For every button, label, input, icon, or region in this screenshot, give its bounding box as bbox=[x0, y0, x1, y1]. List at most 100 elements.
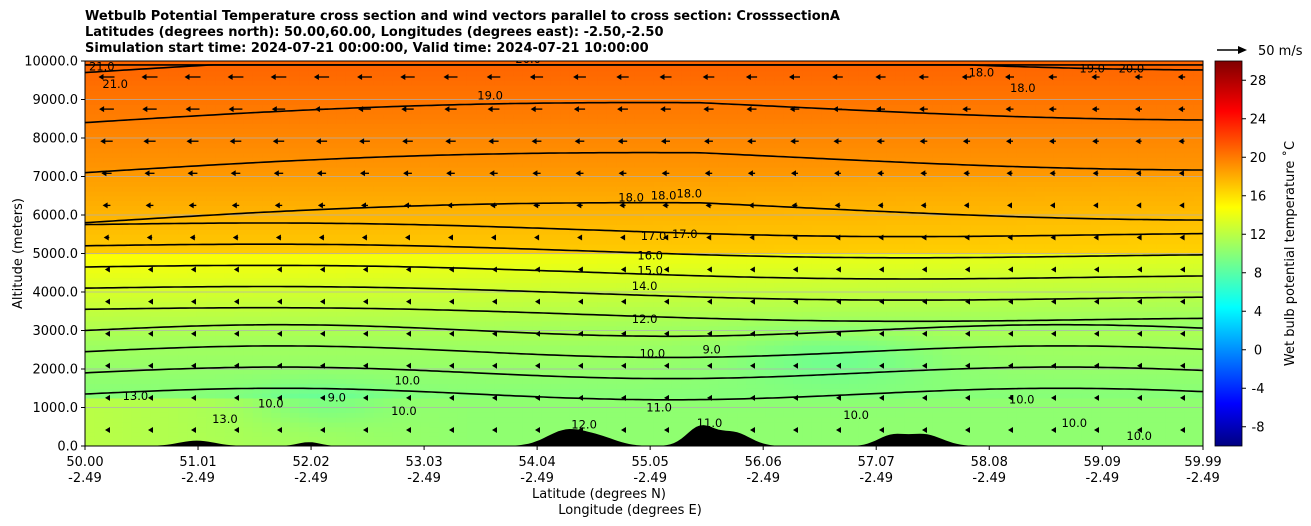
field-cell bbox=[466, 369, 477, 375]
field-cell bbox=[112, 441, 123, 446]
field-cell bbox=[234, 89, 244, 96]
field-cell bbox=[317, 147, 328, 154]
field-cell bbox=[644, 123, 654, 129]
field-cell bbox=[420, 61, 431, 67]
field-cell bbox=[476, 378, 487, 385]
field-cell bbox=[494, 417, 505, 423]
field-cell bbox=[336, 253, 347, 259]
field-cell bbox=[196, 267, 207, 274]
field-cell bbox=[168, 75, 179, 81]
field-cell bbox=[429, 258, 440, 264]
field-cell bbox=[532, 369, 543, 375]
field-cell bbox=[103, 335, 114, 341]
field-cell bbox=[215, 407, 226, 413]
field-cell bbox=[504, 325, 515, 332]
field-cell bbox=[662, 311, 673, 317]
field-cell bbox=[122, 292, 133, 298]
field-cell bbox=[420, 258, 431, 264]
field-cell bbox=[234, 171, 244, 178]
field-cell bbox=[122, 215, 133, 221]
field-cell bbox=[560, 85, 571, 91]
field-cell bbox=[364, 181, 375, 187]
field-cell bbox=[215, 378, 226, 385]
field-cell bbox=[355, 378, 366, 385]
field-cell bbox=[364, 219, 375, 226]
field-cell bbox=[243, 354, 254, 360]
field-cell bbox=[299, 373, 310, 380]
field-cell bbox=[532, 152, 543, 158]
field-cell bbox=[504, 277, 515, 283]
field-cell bbox=[280, 215, 291, 221]
field-cell bbox=[541, 162, 552, 168]
field-cell bbox=[504, 436, 515, 442]
field-cell bbox=[504, 113, 515, 120]
field-cell bbox=[196, 282, 207, 288]
field-cell bbox=[476, 263, 487, 269]
field-cell bbox=[392, 152, 403, 158]
field-cell bbox=[196, 287, 207, 293]
field-cell bbox=[85, 210, 95, 216]
field-cell bbox=[159, 219, 170, 226]
field-cell bbox=[336, 123, 347, 129]
field-cell bbox=[522, 412, 533, 418]
field-cell bbox=[336, 431, 347, 437]
field-cell bbox=[215, 402, 226, 409]
field-cell bbox=[466, 142, 477, 149]
field-cell bbox=[466, 397, 477, 404]
field-cell bbox=[597, 258, 608, 264]
field-cell bbox=[252, 253, 263, 259]
field-cell bbox=[411, 287, 421, 293]
field-cell bbox=[466, 258, 477, 264]
field-cell bbox=[206, 354, 217, 360]
field-cell bbox=[215, 248, 226, 255]
field-cell bbox=[317, 292, 328, 298]
field-cell bbox=[662, 421, 673, 428]
field-cell bbox=[215, 224, 226, 231]
field-cell bbox=[150, 253, 161, 259]
field-cell bbox=[448, 316, 459, 322]
field-cell bbox=[308, 200, 319, 206]
field-cell bbox=[494, 388, 505, 394]
field-cell bbox=[644, 296, 654, 303]
field-cell bbox=[131, 75, 142, 81]
field-cell bbox=[522, 277, 533, 283]
field-cell bbox=[476, 133, 487, 139]
field-cell bbox=[578, 85, 589, 91]
field-cell bbox=[206, 320, 217, 327]
field-cell bbox=[243, 224, 254, 231]
field-cell bbox=[606, 89, 617, 96]
field-cell bbox=[168, 133, 179, 139]
field-cell bbox=[644, 426, 654, 433]
field-cell bbox=[196, 412, 207, 418]
field-cell bbox=[383, 373, 394, 380]
field-cell bbox=[94, 181, 105, 187]
field-cell bbox=[308, 287, 319, 293]
field-cell bbox=[355, 243, 366, 250]
field-cell bbox=[401, 118, 412, 125]
field-cell bbox=[271, 277, 282, 283]
field-cell bbox=[150, 421, 161, 428]
field-cell bbox=[420, 378, 431, 385]
field-cell bbox=[550, 287, 561, 293]
field-cell bbox=[485, 311, 496, 317]
field-cell bbox=[625, 441, 636, 446]
field-cell bbox=[262, 412, 272, 418]
field-cell bbox=[234, 320, 244, 327]
field-cell bbox=[634, 426, 645, 433]
field-cell bbox=[439, 123, 449, 129]
field-cell bbox=[485, 133, 496, 139]
field-cell bbox=[122, 162, 133, 168]
field-cell bbox=[252, 320, 263, 327]
field-cell bbox=[532, 80, 543, 86]
field-cell bbox=[308, 70, 319, 77]
field-cell bbox=[206, 277, 217, 283]
field-cell bbox=[634, 152, 645, 158]
field-cell bbox=[317, 166, 328, 173]
field-cell bbox=[364, 152, 375, 158]
field-cell bbox=[336, 277, 347, 283]
field-cell bbox=[215, 320, 226, 327]
field-cell bbox=[522, 441, 533, 446]
field-cell bbox=[392, 258, 403, 264]
field-cell bbox=[234, 417, 244, 423]
field-cell bbox=[494, 282, 505, 288]
